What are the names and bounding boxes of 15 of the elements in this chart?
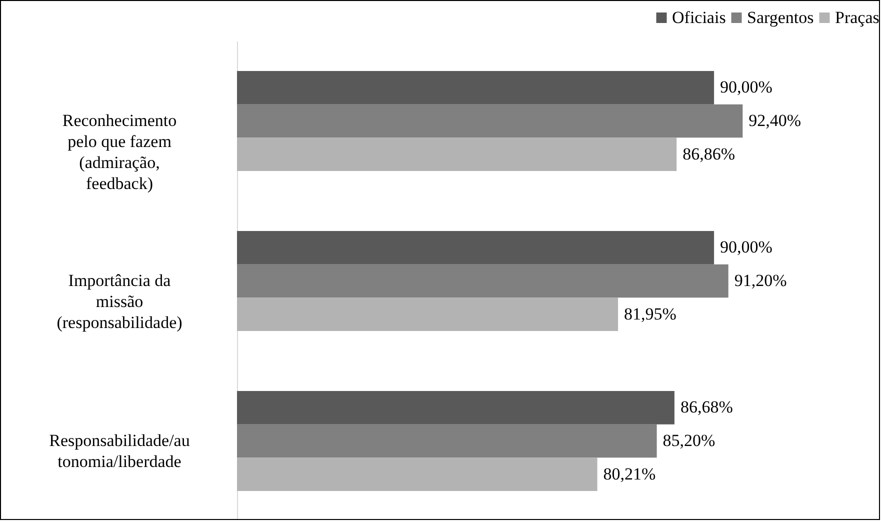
y-tick-label: Importância da missão (responsabilidade) <box>56 271 182 332</box>
data-label: 90,00% <box>720 238 772 257</box>
data-label: 80,21% <box>603 464 656 484</box>
data-label: 91,20% <box>734 271 787 290</box>
data-label: 92,40% <box>748 111 802 130</box>
y-tick-label: Responsabilidade/au tonomia/liberdade <box>49 431 190 471</box>
data-label: 86,68% <box>680 398 733 417</box>
data-label: 90,00% <box>720 78 772 97</box>
legend-label: Oficiais <box>672 8 726 27</box>
data-label: 81,95% <box>624 304 676 324</box>
legend-label: Praças <box>835 8 880 27</box>
legend-label: Sargentos <box>747 8 814 27</box>
data-label: 85,20% <box>662 431 716 450</box>
y-tick-label: Reconhecimento pelo que fazem (admiração, feedback) <box>62 111 177 193</box>
data-label: 86,86% <box>682 144 736 164</box>
